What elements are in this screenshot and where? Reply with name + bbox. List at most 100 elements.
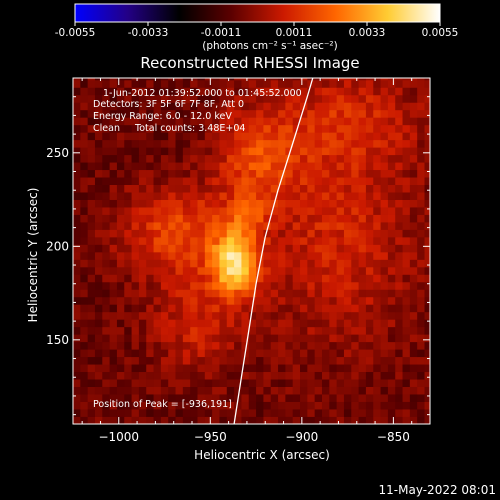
heatmap-cell — [358, 319, 367, 328]
heatmap-cell — [417, 132, 425, 141]
heatmap-cell — [153, 94, 162, 103]
heatmap-cell — [278, 251, 286, 260]
heatmap-cell — [80, 222, 89, 230]
heatmap-cell — [365, 319, 374, 328]
heatmap-cell — [321, 334, 330, 343]
heatmap-cell — [256, 162, 264, 171]
heatmap-cell — [300, 296, 308, 305]
heatmap-cell — [395, 364, 403, 373]
heatmap-cell — [351, 139, 359, 148]
heatmap-cell — [424, 109, 430, 118]
heatmap-cell — [409, 184, 418, 193]
heatmap-cell — [365, 281, 374, 290]
heatmap-cell — [175, 289, 184, 298]
heatmap-cell — [124, 124, 132, 133]
heatmap-cell — [146, 78, 154, 81]
heatmap-cell — [307, 259, 316, 268]
heatmap-cell — [365, 356, 374, 365]
heatmap-cell — [321, 154, 330, 163]
heatmap-cell — [300, 162, 308, 171]
heatmap-cell — [321, 401, 330, 410]
heatmap-cell — [226, 334, 235, 343]
heatmap-cell — [168, 132, 176, 141]
heatmap-cell — [146, 117, 154, 126]
heatmap-cell — [168, 296, 176, 305]
heatmap-cell — [204, 109, 213, 118]
heatmap-cell — [285, 289, 294, 298]
heatmap-cell — [124, 349, 132, 358]
heatmap-cell — [329, 304, 338, 313]
heatmap-cell — [109, 154, 118, 163]
heatmap-cell — [131, 364, 140, 373]
heatmap-cell — [365, 192, 374, 200]
heatmap-cell — [343, 177, 352, 185]
heatmap-cell — [160, 289, 169, 298]
heatmap-cell — [321, 364, 330, 373]
heatmap-cell — [241, 78, 250, 81]
heatmap-cell — [329, 192, 338, 200]
heatmap-cell — [153, 207, 162, 215]
heatmap-cell — [387, 319, 396, 328]
heatmap-cell — [124, 177, 132, 185]
heatmap-cell — [109, 364, 118, 373]
heatmap-cell — [263, 214, 272, 223]
heatmap-cell — [285, 296, 294, 305]
heatmap-cell — [124, 304, 132, 313]
heatmap-cell — [270, 229, 279, 238]
heatmap-cell — [168, 102, 176, 111]
heatmap-cell — [80, 296, 89, 305]
heatmap-cell — [160, 79, 169, 88]
heatmap-cell — [387, 259, 396, 268]
heatmap-cell — [226, 356, 235, 365]
heatmap-cell — [336, 281, 345, 290]
heatmap-cell — [292, 394, 301, 402]
heatmap-cell — [387, 222, 396, 230]
heatmap-cell — [278, 79, 286, 88]
heatmap-cell — [146, 139, 154, 148]
heatmap-cell — [131, 102, 140, 111]
heatmap-cell — [182, 371, 191, 380]
heatmap-cell — [263, 386, 272, 395]
heatmap-cell — [395, 409, 403, 417]
heatmap-cell — [190, 364, 198, 373]
heatmap-cell — [351, 259, 359, 268]
heatmap-cell — [160, 356, 169, 365]
heatmap-cell — [263, 416, 272, 424]
heatmap-cell — [321, 229, 330, 238]
heatmap-cell — [204, 289, 213, 298]
heatmap-cell — [168, 304, 176, 313]
heatmap-cell — [256, 386, 264, 395]
heatmap-cell — [138, 147, 147, 156]
heatmap-cell — [234, 169, 242, 178]
heatmap-cell — [365, 394, 374, 402]
heatmap-cell — [153, 379, 162, 387]
heatmap-cell — [190, 214, 198, 223]
heatmap-cell — [270, 319, 279, 328]
heatmap-cell — [241, 117, 250, 126]
heatmap-cell — [292, 319, 301, 328]
heatmap-cell — [94, 401, 103, 410]
heatmap-cell — [212, 184, 220, 193]
heatmap-cell — [270, 162, 279, 171]
heatmap-cell — [94, 79, 103, 88]
heatmap-cell — [292, 162, 301, 171]
heatmap-cell — [380, 222, 389, 230]
heatmap-cell — [358, 236, 367, 245]
heatmap-cell — [387, 394, 396, 402]
heatmap-cell — [102, 394, 111, 402]
heatmap-cell — [256, 154, 264, 163]
heatmap-cell — [138, 109, 147, 118]
heatmap-cell — [197, 199, 206, 208]
heatmap-cell — [329, 78, 338, 81]
heatmap-cell — [87, 79, 96, 88]
heatmap-cell — [424, 349, 430, 358]
heatmap-cell — [395, 401, 403, 410]
heatmap-cell — [380, 281, 389, 290]
heatmap-cell — [300, 304, 308, 313]
heatmap-cell — [168, 274, 176, 283]
heatmap-cell — [336, 311, 345, 320]
heatmap-cell — [168, 229, 176, 238]
heatmap-cell — [212, 139, 220, 148]
heatmap-cell — [212, 319, 220, 328]
heatmap-cell — [234, 296, 242, 305]
